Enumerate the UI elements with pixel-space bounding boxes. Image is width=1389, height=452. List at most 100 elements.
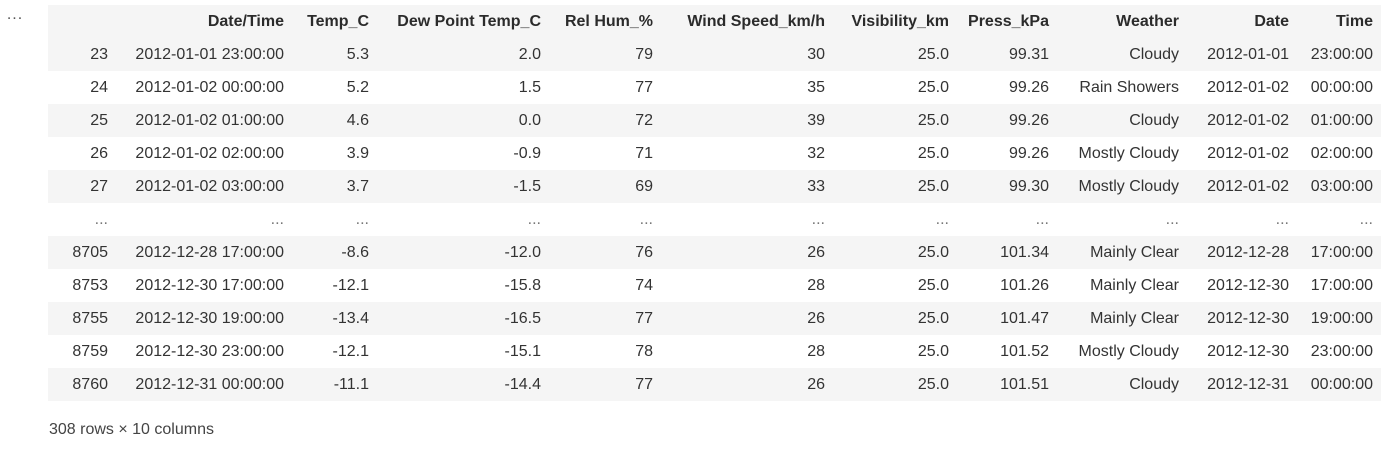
table-cell: -14.4	[504, 375, 541, 393]
table-cell: 72	[635, 111, 653, 129]
output-prompt-ellipsis[interactable]: ...	[6, 6, 24, 23]
column-header: Weather	[1116, 12, 1179, 30]
row-index: 24	[90, 78, 108, 96]
table-row: 26 2012-01-02 02:00:00 3.9 -0.9 71 32 25.0 99.2…	[48, 137, 1381, 170]
table-cell: -12.1	[332, 276, 369, 294]
shape-caption: 308 rows × 10 columns	[49, 421, 214, 438]
row-index: 8705	[72, 243, 108, 261]
table-cell: Mostly Cloudy	[1078, 342, 1179, 360]
table-cell: 99.26	[1008, 144, 1049, 162]
table-cell: 2012-12-28 17:00:00	[135, 243, 284, 261]
table-cell: 2012-01-02	[1207, 144, 1289, 162]
table-cell: 5.3	[346, 45, 369, 63]
table-cell: 101.52	[1000, 342, 1049, 360]
table-cell: 26	[807, 375, 825, 393]
table-cell: 03:00:00	[1310, 177, 1373, 195]
table-cell: 2012-12-30 19:00:00	[135, 309, 284, 327]
column-header: Temp_C	[307, 12, 369, 30]
ellipsis-row: .................................	[48, 203, 1381, 236]
dataframe-output: Date/Time Temp_C Dew Point Temp_C Rel Hum_%…	[48, 5, 1381, 401]
table-cell: 101.47	[1000, 309, 1049, 327]
table-cell: -13.4	[332, 309, 369, 327]
table-cell: -15.8	[504, 276, 541, 294]
table-cell: 02:00:00	[1310, 144, 1373, 162]
table-row: 25 2012-01-02 01:00:00 4.6 0.0 72 39 25.0 99.26…	[48, 104, 1381, 137]
table-cell: Mostly Cloudy	[1078, 144, 1179, 162]
table-cell: Mainly Clear	[1090, 309, 1179, 327]
table-row: 23 2012-01-01 23:00:00 5.3 2.0 79 30 25.0 99.31…	[48, 38, 1381, 71]
table-cell: ...	[1275, 210, 1289, 228]
table-cell: ...	[811, 210, 825, 228]
table-cell: -16.5	[504, 309, 541, 327]
table-body: 23 2012-01-01 23:00:00 5.3 2.0 79 30 25.0 99.31…	[48, 38, 1381, 401]
table-row: 8753 2012-12-30 17:00:00 -12.1 -15.8 74 28 25.…	[48, 269, 1381, 302]
table-cell: -1.5	[513, 177, 541, 195]
table-cell: Mainly Clear	[1090, 276, 1179, 294]
table-cell: Rain Showers	[1079, 78, 1179, 96]
table-cell: 2012-12-31 00:00:00	[135, 375, 284, 393]
column-header: Rel Hum_%	[564, 12, 653, 30]
table-cell: 99.26	[1008, 111, 1049, 129]
table-cell: 19:00:00	[1310, 309, 1373, 327]
table-cell: 3.7	[346, 177, 369, 195]
table-cell: 2012-01-02 01:00:00	[135, 111, 284, 129]
table-cell: 28	[807, 342, 825, 360]
table-cell: 2012-01-01 23:00:00	[135, 45, 284, 63]
column-header: Date	[1254, 12, 1289, 30]
table-cell: -0.9	[513, 144, 541, 162]
table-cell: 25.0	[917, 276, 949, 294]
table-cell: ...	[527, 210, 541, 228]
table-cell: 2012-01-02	[1207, 78, 1289, 96]
table-cell: 99.31	[1008, 45, 1049, 63]
column-header: Dew Point Temp_C	[397, 12, 541, 30]
row-index: 8755	[72, 309, 108, 327]
table-cell: 25.0	[917, 144, 949, 162]
table-cell: 2012-01-02 02:00:00	[135, 144, 284, 162]
column-header: Time	[1335, 12, 1373, 30]
index-header	[48, 5, 116, 38]
table-cell: 25.0	[917, 342, 949, 360]
table-cell: 01:00:00	[1310, 111, 1373, 129]
row-index: 8760	[72, 375, 108, 393]
dataframe-table: Date/Time Temp_C Dew Point Temp_C Rel Hum_%…	[48, 5, 1381, 401]
table-cell: 2012-01-02 00:00:00	[135, 78, 284, 96]
table-cell: 3.9	[346, 144, 369, 162]
table-cell: 2012-12-30	[1207, 309, 1289, 327]
table-cell: 2012-12-30	[1207, 342, 1289, 360]
table-cell: 77	[635, 309, 653, 327]
table-cell: ...	[1359, 210, 1373, 228]
header-row: Date/Time Temp_C Dew Point Temp_C Rel Hum_%…	[48, 5, 1381, 38]
table-cell: ...	[1165, 210, 1179, 228]
row-index: ...	[94, 210, 108, 228]
table-cell: 4.6	[346, 111, 369, 129]
table-cell: 76	[635, 243, 653, 261]
table-cell: 2012-12-30	[1207, 276, 1289, 294]
table-row: 8759 2012-12-30 23:00:00 -12.1 -15.1 78 28 25.…	[48, 335, 1381, 368]
row-index: 8753	[72, 276, 108, 294]
table-cell: 79	[635, 45, 653, 63]
row-index: 25	[90, 111, 108, 129]
table-cell: 1.5	[518, 78, 541, 96]
column-header: Press_kPa	[968, 12, 1049, 30]
table-cell: 26	[807, 309, 825, 327]
table-cell: 23:00:00	[1310, 342, 1373, 360]
table-row: 8705 2012-12-28 17:00:00 -8.6 -12.0 76 26 25.0…	[48, 236, 1381, 269]
table-cell: 2012-12-30 23:00:00	[135, 342, 284, 360]
table-cell: 23:00:00	[1310, 45, 1373, 63]
table-cell: 17:00:00	[1310, 276, 1373, 294]
row-index: 23	[90, 45, 108, 63]
table-row: 8760 2012-12-31 00:00:00 -11.1 -14.4 77 26 25.…	[48, 368, 1381, 401]
table-cell: 0.0	[518, 111, 541, 129]
table-cell: ...	[1035, 210, 1049, 228]
table-cell: 25.0	[917, 309, 949, 327]
table-row: 8755 2012-12-30 19:00:00 -13.4 -16.5 77 26 25.…	[48, 302, 1381, 335]
table-cell: 25.0	[917, 243, 949, 261]
table-cell: -11.1	[333, 375, 369, 393]
table-cell: 101.26	[1000, 276, 1049, 294]
table-cell: ...	[270, 210, 284, 228]
table-cell: 78	[635, 342, 653, 360]
table-row: 24 2012-01-02 00:00:00 5.2 1.5 77 35 25.0 99.26…	[48, 71, 1381, 104]
table-cell: 69	[635, 177, 653, 195]
table-cell: 00:00:00	[1310, 375, 1373, 393]
table-cell: 28	[807, 276, 825, 294]
